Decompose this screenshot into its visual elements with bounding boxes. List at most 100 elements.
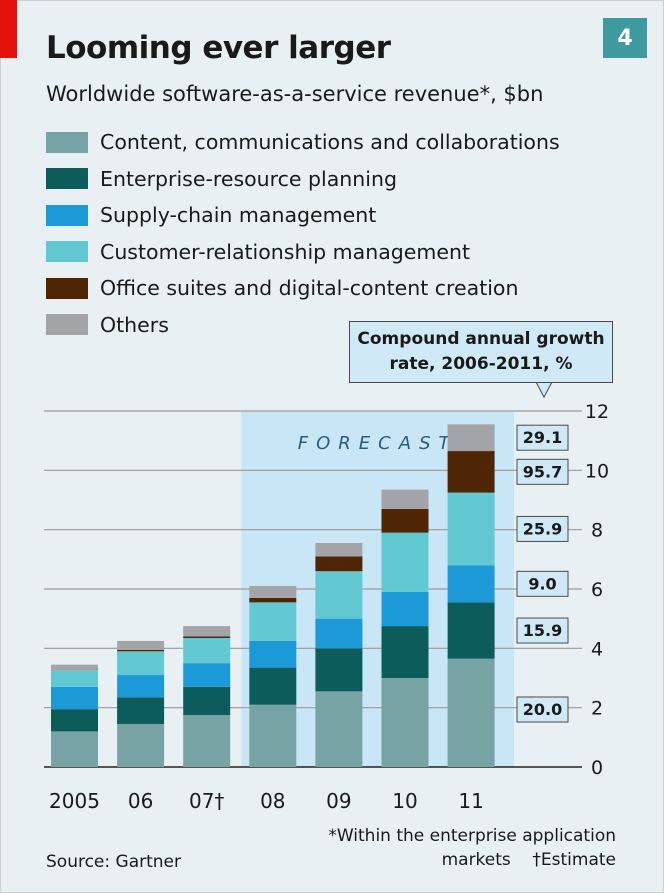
y-tick-label: 10	[585, 460, 609, 482]
red-accent-bar	[0, 0, 17, 58]
callout-line-2: rate, 2006-2011, %	[389, 354, 573, 374]
y-tick-label: 4	[591, 638, 603, 660]
bar-segment	[51, 731, 98, 767]
forecast-label: FORECAST	[298, 433, 458, 454]
bar-segment	[315, 691, 363, 767]
bar-segment	[249, 597, 297, 603]
bar-segment	[51, 664, 98, 671]
legend-item: Enterprise-resource planning	[46, 161, 560, 198]
legend-swatch	[46, 241, 88, 263]
legend-label: Office suites and digital-content creati…	[100, 276, 519, 301]
bar-segment	[51, 686, 98, 710]
bar-segment	[447, 658, 495, 767]
x-tick-label: 09	[326, 789, 351, 813]
legend-label: Customer-relationship management	[100, 239, 471, 264]
x-tick-label: 11	[458, 789, 483, 813]
x-tick-label: 07†	[189, 789, 224, 813]
x-tick-label: 08	[260, 789, 285, 813]
bar-segment	[183, 636, 231, 638]
legend-label: Content, communications and collaboratio…	[100, 130, 560, 155]
legend-swatch	[46, 204, 88, 226]
source-note: Source: Gartner	[46, 852, 181, 872]
legend-swatch	[46, 168, 88, 190]
cagr-value: 15.9	[523, 621, 562, 640]
cagr-box	[516, 458, 569, 485]
legend-swatch	[46, 314, 88, 336]
legend: Content, communications and collaboratio…	[46, 124, 560, 343]
cagr-value: 95.7	[523, 462, 562, 481]
bar-segment	[447, 451, 495, 493]
legend-item: Customer-relationship management	[46, 234, 560, 271]
bar-segment	[381, 532, 429, 592]
cagr-value: 29.1	[523, 428, 562, 447]
cagr-value: 20.0	[523, 700, 562, 719]
cagr-box	[516, 696, 569, 723]
bar-segment	[315, 556, 363, 572]
x-tick-label: 2005	[49, 789, 100, 813]
bar-segment	[117, 697, 165, 724]
cagr-callout: Compound annual growth rate, 2006-2011, …	[349, 321, 613, 383]
bar-segment	[183, 663, 231, 687]
x-tick-label: 10	[392, 789, 417, 813]
bar-segment	[381, 489, 429, 509]
cagr-box	[516, 617, 569, 644]
bar-segment	[315, 648, 363, 692]
legend-item: Office suites and digital-content creati…	[46, 270, 560, 307]
chart-number-badge: 4	[603, 18, 647, 58]
footnote-line-2: markets †Estimate	[441, 850, 616, 870]
legend-item: Others	[46, 307, 560, 344]
bar-segment	[117, 675, 165, 698]
x-tick-label: 06	[128, 789, 153, 813]
bar-segment	[183, 626, 231, 637]
bar-segment	[381, 626, 429, 678]
bar-segment	[381, 678, 429, 767]
y-tick-label: 6	[591, 579, 603, 601]
cagr-value: 25.9	[523, 519, 562, 538]
bar-segment	[249, 667, 297, 705]
footnote-line-1: *Within the enterprise application	[328, 826, 616, 846]
legend-swatch	[46, 277, 88, 299]
bar-segment	[447, 424, 495, 452]
y-tick-label: 8	[591, 520, 603, 542]
bar-segment	[51, 709, 98, 732]
chart-subtitle: Worldwide software-as-a-service revenue*…	[46, 82, 544, 106]
bar-segment	[315, 618, 363, 649]
bar-segment	[117, 640, 165, 650]
legend-item: Supply-chain management	[46, 197, 560, 234]
bar-segment	[381, 508, 429, 533]
bar-segment	[249, 640, 297, 668]
legend-label: Supply-chain management	[100, 203, 377, 228]
bar-segment	[117, 649, 165, 652]
bar-segment	[117, 723, 165, 767]
bar-segment	[183, 686, 231, 716]
cagr-box	[516, 424, 569, 451]
cagr-box	[516, 515, 569, 542]
bar-segment	[183, 715, 231, 767]
bar-segment	[447, 492, 495, 566]
bar-segment	[117, 651, 165, 676]
legend-swatch	[46, 131, 88, 153]
bar-segment	[315, 571, 363, 619]
footnote: *Within the enterprise application marke…	[272, 824, 616, 872]
bar-segment	[51, 670, 98, 687]
bar-segment	[381, 591, 429, 627]
legend-label: Enterprise-resource planning	[100, 166, 397, 191]
callout-pointer	[535, 381, 553, 399]
bar-segment	[249, 704, 297, 767]
bar-segment	[315, 543, 363, 557]
y-tick-label: 0	[591, 757, 603, 779]
bar-segment	[249, 602, 297, 641]
legend-label: Others	[100, 312, 169, 337]
cagr-box	[516, 570, 569, 597]
y-tick-label: 12	[585, 401, 609, 423]
bar-segment	[447, 602, 495, 659]
bar-segment	[249, 586, 297, 598]
chart-title: Looming ever larger	[46, 30, 391, 66]
y-tick-label: 2	[591, 698, 603, 720]
bar-segment	[183, 637, 231, 664]
cagr-value: 9.0	[528, 574, 556, 593]
legend-item: Content, communications and collaboratio…	[46, 124, 560, 161]
callout-line-1: Compound annual growth	[357, 329, 605, 349]
bar-segment	[447, 565, 495, 603]
